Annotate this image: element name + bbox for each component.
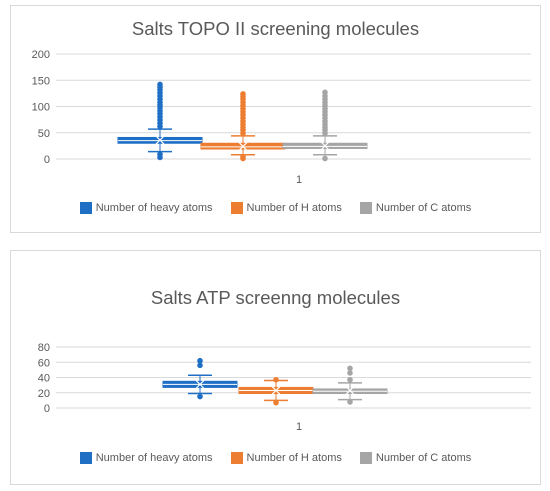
legend-label: Number of H atoms	[246, 452, 342, 464]
box-series-2	[238, 376, 314, 406]
legend-swatch	[79, 452, 92, 464]
mean-marker	[345, 386, 355, 395]
outlier-point	[273, 376, 279, 383]
y-tick-label: 50	[38, 128, 50, 140]
y-tick-label: 0	[44, 154, 50, 166]
y-tick-label: 150	[32, 75, 50, 87]
mean-marker	[195, 379, 205, 389]
legend-label: Number of C atoms	[375, 452, 472, 464]
legend-item: Number of H atoms	[230, 202, 342, 214]
outlier-point	[197, 357, 203, 364]
legend-label: Number of heavy atoms	[95, 202, 213, 214]
legend-swatch	[230, 202, 243, 214]
boxplot-topo: 0 50 100 150 200 1	[32, 49, 531, 186]
y-tick-label: 200	[32, 49, 50, 61]
y-tick-label: 0	[44, 403, 50, 415]
legend-swatch	[79, 202, 92, 214]
y-tick-label: 100	[32, 102, 50, 114]
legend-swatch	[359, 452, 372, 464]
outlier-point	[347, 376, 353, 383]
legend-label: Number of H atoms	[246, 202, 342, 214]
box-series-2	[200, 91, 286, 162]
x-category-label: 1	[296, 174, 302, 186]
outlier-point	[273, 399, 279, 406]
legend-item: Number of C atoms	[359, 202, 472, 214]
legend-item: Number of H atoms	[230, 452, 342, 464]
legend-swatch	[359, 202, 372, 214]
box-series-3	[312, 365, 388, 405]
y-tick-label: 80	[38, 342, 50, 354]
legend: Number of heavy atoms Number of H atoms Nu…	[11, 452, 540, 464]
chart-title: Salts ATP screenng molecules	[150, 287, 401, 308]
mean-marker	[320, 141, 330, 151]
box-series-1	[162, 357, 238, 400]
chart-title: Salts TOPO II screening molecules	[131, 18, 420, 39]
outlier-point	[240, 91, 246, 97]
outlier-point	[322, 155, 328, 162]
outlier-point	[157, 81, 163, 88]
box-series-3	[282, 89, 368, 162]
legend-swatch	[230, 452, 243, 464]
outlier-point	[157, 151, 163, 158]
y-tick-label: 40	[38, 373, 50, 385]
mean-marker	[238, 141, 248, 151]
outlier-point	[347, 365, 353, 372]
y-tick-label: 20	[38, 388, 50, 400]
mean-marker	[271, 386, 281, 395]
legend: Number of heavy atoms Number of H atoms Nu…	[11, 202, 540, 214]
legend-item: Number of C atoms	[359, 452, 472, 464]
legend-item: Number of heavy atoms	[79, 202, 213, 214]
mean-marker	[155, 135, 165, 145]
outlier-point	[197, 362, 203, 369]
outlier-point	[240, 154, 246, 160]
chart-panel-atp: Salts ATP screenng molecules 0 20 40 60 80 1 …	[10, 250, 541, 485]
legend-label: Number of heavy atoms	[95, 452, 213, 464]
chart-panel-topo: Salts TOPO II screening molecules 0 50 100…	[10, 5, 541, 233]
outlier-point	[347, 399, 353, 405]
outlier-point	[347, 370, 353, 376]
legend-label: Number of C atoms	[375, 202, 472, 214]
x-category-label: 1	[296, 421, 302, 433]
outlier-point	[322, 89, 328, 96]
outlier-point	[197, 393, 203, 400]
y-tick-label: 60	[38, 357, 50, 369]
boxplot-atp: 0 20 40 60 80 1	[38, 342, 531, 433]
box-series-1	[117, 81, 203, 161]
legend-item: Number of heavy atoms	[79, 452, 213, 464]
